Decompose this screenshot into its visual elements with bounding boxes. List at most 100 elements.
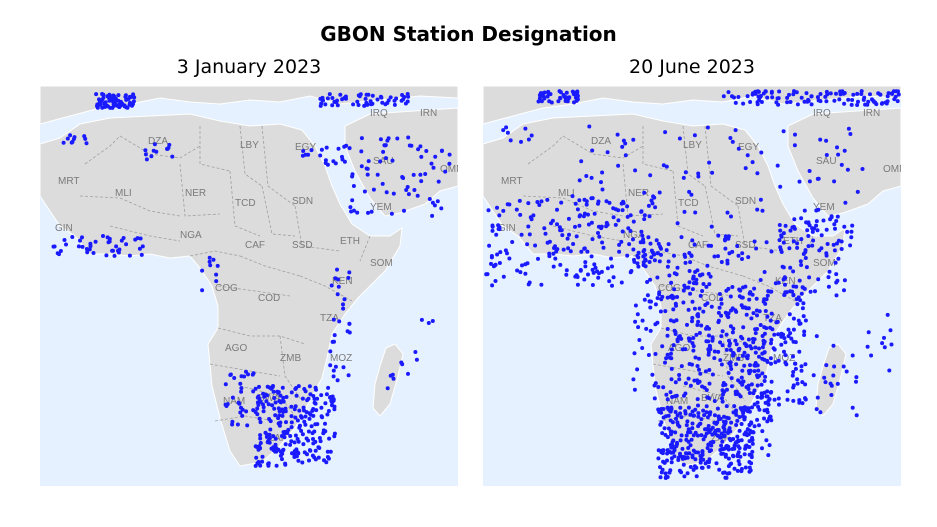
station-dot xyxy=(71,137,76,141)
country-label: SSD xyxy=(292,240,313,251)
station-dot xyxy=(803,256,808,260)
station-dot xyxy=(729,367,734,371)
station-dot xyxy=(674,272,679,277)
station-dot xyxy=(882,335,886,340)
station-dot xyxy=(745,94,750,99)
station-dot xyxy=(323,421,327,426)
station-dot xyxy=(695,364,700,368)
station-dot xyxy=(346,275,351,280)
station-dot xyxy=(649,255,654,260)
station-dot xyxy=(253,444,258,449)
station-dot xyxy=(723,234,728,239)
station-dot xyxy=(237,401,242,406)
station-dot xyxy=(332,407,337,412)
station-dot xyxy=(824,138,829,143)
country-label: COG xyxy=(658,283,681,294)
station-dot xyxy=(762,331,767,336)
country-label: OMN xyxy=(440,164,458,175)
station-dot xyxy=(276,421,281,426)
station-dot xyxy=(787,312,792,317)
station-dot xyxy=(701,282,706,286)
station-dot xyxy=(405,185,410,189)
station-dot xyxy=(531,213,536,218)
station-dot xyxy=(498,250,503,255)
station-dot xyxy=(267,436,272,441)
station-dot xyxy=(728,294,733,299)
country-label: ZMB xyxy=(280,353,301,364)
station-dot xyxy=(447,152,452,157)
station-dot xyxy=(104,103,109,108)
station-dot xyxy=(658,465,662,470)
station-dot xyxy=(798,259,803,264)
station-dot xyxy=(91,251,96,255)
station-dot xyxy=(646,353,651,357)
station-dot xyxy=(828,217,833,222)
station-dot xyxy=(760,446,764,451)
station-dot xyxy=(729,376,734,381)
station-dot xyxy=(487,243,492,248)
station-dot xyxy=(667,355,672,360)
station-dot xyxy=(325,96,330,101)
station-dot xyxy=(895,99,900,104)
station-dot xyxy=(679,364,684,369)
station-dot xyxy=(717,292,722,296)
station-dot xyxy=(258,433,263,438)
station-dot xyxy=(667,470,672,475)
station-dot xyxy=(704,404,709,409)
station-dot xyxy=(501,208,506,213)
station-dot xyxy=(497,213,502,218)
station-dot xyxy=(383,102,388,107)
station-dot xyxy=(284,395,289,399)
station-dot xyxy=(638,240,643,245)
station-dot xyxy=(681,288,686,293)
station-dot xyxy=(137,246,142,251)
station-dot xyxy=(301,442,306,447)
station-dot xyxy=(200,288,205,293)
station-dot xyxy=(786,327,791,332)
country-label: DZA xyxy=(148,136,168,147)
station-dot xyxy=(865,102,870,107)
station-dot xyxy=(776,358,781,363)
station-dot xyxy=(860,167,865,171)
station-dot xyxy=(720,388,725,393)
station-dot xyxy=(655,275,660,280)
station-dot xyxy=(697,422,702,427)
station-dot xyxy=(277,409,282,414)
station-dot xyxy=(575,97,580,102)
station-dot xyxy=(573,201,578,206)
station-dot xyxy=(642,190,647,195)
station-dot xyxy=(765,314,770,319)
station-dot xyxy=(277,413,282,418)
station-dot xyxy=(439,206,444,211)
station-dot xyxy=(284,420,288,425)
country-label: BWA xyxy=(701,393,724,404)
station-dot xyxy=(836,152,841,157)
station-dot xyxy=(765,419,770,424)
country-border xyxy=(229,170,261,237)
station-dot xyxy=(547,239,552,244)
station-dot xyxy=(600,240,605,245)
station-dot xyxy=(882,345,887,350)
station-dot xyxy=(68,133,73,138)
station-dot xyxy=(764,240,769,245)
station-dot xyxy=(380,100,385,105)
station-dot xyxy=(286,427,291,432)
station-dot xyxy=(706,339,711,344)
madagascar-landmass xyxy=(815,343,847,417)
station-dot xyxy=(703,434,708,439)
station-dot xyxy=(869,353,874,358)
station-dot xyxy=(620,208,625,213)
station-dot xyxy=(834,293,839,298)
station-dot xyxy=(375,172,380,177)
station-dot xyxy=(818,137,823,142)
station-dot xyxy=(331,374,336,379)
station-dot xyxy=(359,136,364,141)
station-dot xyxy=(364,92,369,97)
station-dot xyxy=(726,416,731,421)
station-dot xyxy=(587,124,592,129)
country-label: LBY xyxy=(240,140,259,151)
station-dot xyxy=(682,209,687,214)
station-dot xyxy=(707,160,712,165)
station-dot xyxy=(661,415,666,420)
station-dot xyxy=(281,399,286,404)
